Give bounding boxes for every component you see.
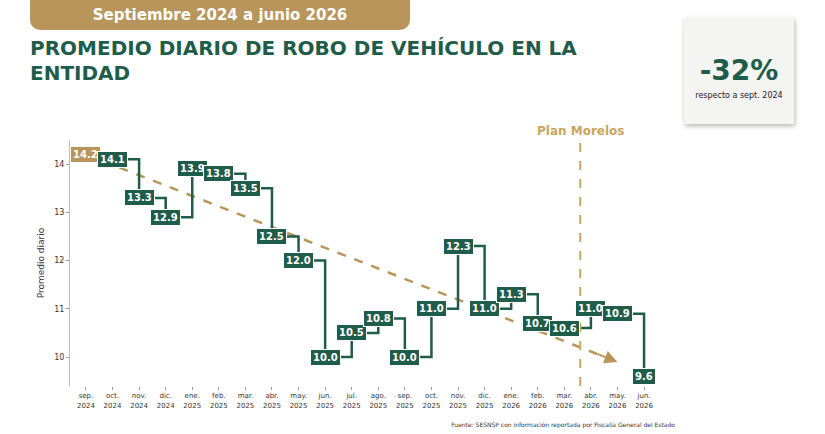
svg-text:11.0: 11.0	[472, 303, 497, 314]
svg-text:mar.2026: mar.2026	[555, 392, 573, 409]
svg-text:13.5: 13.5	[233, 183, 258, 194]
svg-text:10.5: 10.5	[339, 327, 364, 338]
svg-text:11: 11	[54, 305, 64, 314]
svg-text:14: 14	[54, 160, 64, 169]
svg-text:10.8: 10.8	[366, 313, 391, 324]
svg-text:dic.2025: dic.2025	[476, 392, 494, 409]
svg-text:12.3: 12.3	[446, 241, 471, 252]
svg-text:feb.2026: feb.2026	[529, 392, 547, 409]
svg-text:oct.2025: oct.2025	[423, 392, 441, 409]
svg-text:11.3: 11.3	[499, 289, 524, 300]
svg-text:10.0: 10.0	[392, 352, 417, 363]
svg-text:12.9: 12.9	[153, 212, 178, 223]
svg-text:nov.2024: nov.2024	[130, 392, 148, 409]
svg-text:jun.2026: jun.2026	[635, 392, 653, 409]
svg-text:feb.2025: feb.2025	[210, 392, 228, 409]
svg-text:10: 10	[54, 353, 64, 362]
svg-text:may.2025: may.2025	[290, 392, 308, 409]
svg-text:Plan Morelos: Plan Morelos	[537, 124, 624, 138]
svg-text:12.0: 12.0	[286, 255, 311, 266]
svg-text:13.9: 13.9	[180, 163, 205, 174]
svg-text:13.8: 13.8	[206, 168, 231, 179]
svg-text:14.2: 14.2	[73, 149, 98, 160]
svg-text:13: 13	[54, 208, 64, 217]
svg-text:12: 12	[54, 256, 64, 265]
svg-text:14.1: 14.1	[100, 154, 125, 165]
svg-text:9.6: 9.6	[635, 371, 653, 382]
svg-text:jun.2025: jun.2025	[316, 392, 334, 409]
html-text:PROMEDIO DIARIO DE ROBO DE VEH: PROMEDIO DIARIO DE ROBO DE VEHÍCULO EN L…	[30, 36, 577, 85]
svg-text:sep.2024: sep.2024	[77, 392, 95, 409]
svg-text:Promedio diario: Promedio diario	[36, 227, 46, 298]
svg-text:jul.2025: jul.2025	[343, 392, 361, 409]
svg-text:13.3: 13.3	[127, 192, 152, 203]
svg-text:abr.2026: abr.2026	[582, 392, 600, 409]
svg-text:ene.2025: ene.2025	[183, 392, 201, 409]
svg-text:nov.2025: nov.2025	[449, 392, 467, 409]
svg-text:mar.2025: mar.2025	[236, 392, 254, 409]
svg-text:ago.2025: ago.2025	[369, 392, 387, 409]
svg-text:ene.2026: ene.2026	[502, 392, 520, 409]
svg-text:11.0: 11.0	[578, 303, 603, 314]
html-text:-32%: -32%	[699, 54, 779, 87]
html-text:respecto a sept. 2024: respecto a sept. 2024	[695, 91, 783, 100]
svg-text:may.2026: may.2026	[609, 392, 627, 409]
svg-text:sep.2025: sep.2025	[396, 392, 414, 409]
svg-text:dic.2024: dic.2024	[157, 392, 175, 409]
svg-text:10.0: 10.0	[313, 352, 338, 363]
svg-text:abr.2025: abr.2025	[263, 392, 281, 409]
svg-text:10.7: 10.7	[525, 318, 550, 329]
html-text:Septiembre 2024 a junio 2026: Septiembre 2024 a junio 2026	[92, 6, 348, 24]
svg-text:10.6: 10.6	[552, 323, 577, 334]
svg-text:10.9: 10.9	[605, 308, 630, 319]
html-text:Fuente: SESNSP con información: Fuente: SESNSP con información reportada…	[451, 421, 675, 428]
svg-text:12.5: 12.5	[259, 231, 284, 242]
svg-text:11.0: 11.0	[419, 303, 444, 314]
svg-text:oct.2024: oct.2024	[104, 392, 122, 409]
